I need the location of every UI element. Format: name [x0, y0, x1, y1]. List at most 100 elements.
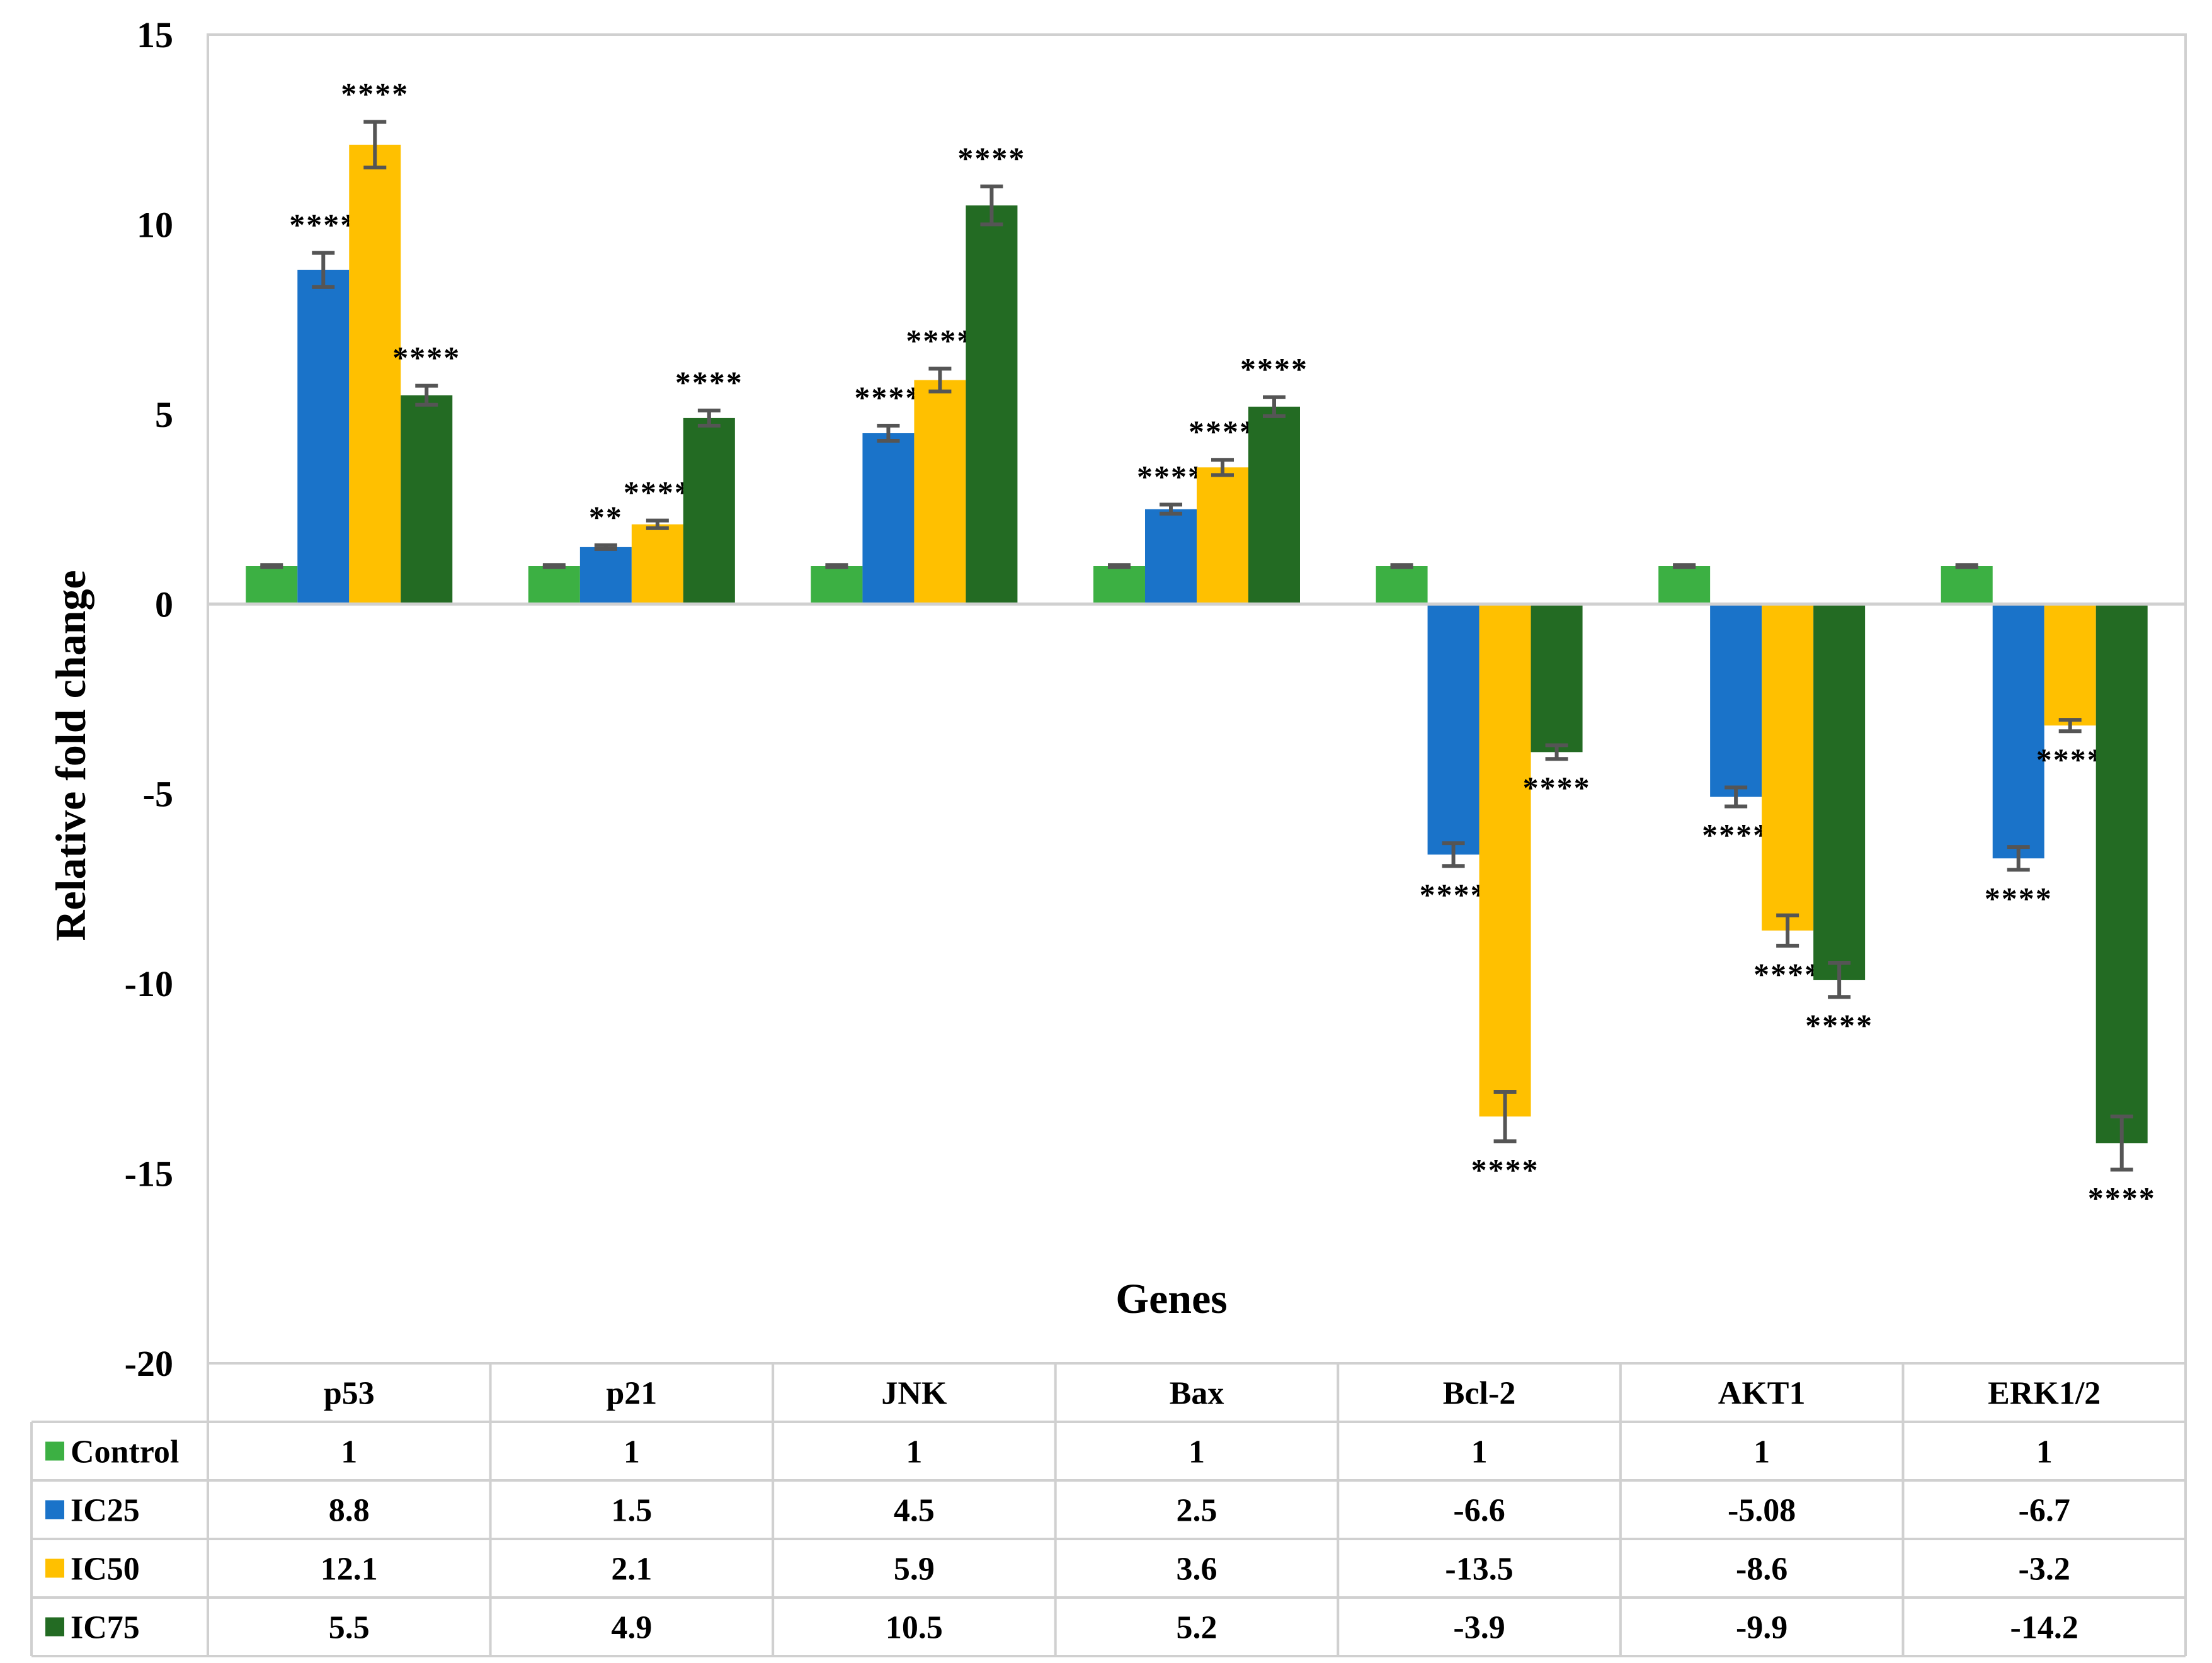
table-cell: 12.1 [321, 1552, 378, 1587]
error-bar [1725, 785, 1748, 809]
bar-ic50-p21 [631, 524, 683, 604]
significance-label: **** [392, 340, 460, 375]
significance-label: **** [957, 140, 1025, 176]
table-cell: 1 [1753, 1434, 1770, 1470]
table-cell: 5.9 [894, 1552, 935, 1587]
error-bar [646, 518, 669, 530]
error-bar [697, 408, 721, 428]
bar-ic25-bax [1145, 509, 1197, 604]
error-bar [2110, 1115, 2133, 1172]
y-tick-label: -5 [143, 774, 173, 815]
error-bar [1108, 563, 1131, 569]
bar-ic75-p21 [683, 417, 735, 604]
y-tick-label: -20 [125, 1343, 173, 1384]
legend-swatch [45, 1441, 64, 1461]
bar-control-erk12 [1941, 566, 1993, 604]
table-cell: -5.08 [1728, 1493, 1796, 1529]
significance-label: **** [1985, 880, 2053, 916]
legend-label: IC75 [71, 1610, 140, 1646]
significance-label: **** [906, 323, 974, 358]
error-bar [1545, 743, 1568, 761]
bar-ic75-akt1 [1813, 604, 1866, 980]
table-cell: 3.6 [1177, 1552, 1217, 1587]
bar-ic25-akt1 [1710, 604, 1762, 797]
table-cell: 8.8 [329, 1493, 370, 1529]
data-table: p53 p21 JNK Bax Bcl-2 AKT1 ERK1/2 Control 1 1 1 1 1 1… [30, 1362, 2187, 1657]
y-tick-label: 0 [155, 584, 173, 625]
significance-label: **** [1189, 414, 1257, 449]
table-cell: 1 [2036, 1434, 2053, 1470]
bar-ic75-p53 [401, 395, 453, 604]
bar-ic75-erk12 [2095, 604, 2148, 1144]
significance-label: **** [289, 207, 357, 242]
bar-ic25-bcl2 [1427, 604, 1479, 855]
y-tick-label: -15 [125, 1154, 173, 1195]
error-bar [1211, 458, 1234, 477]
bar-control-jnk [811, 566, 863, 604]
bar-ic75-bax [1248, 406, 1300, 604]
bar-ic50-jnk [914, 380, 966, 604]
legend-label: Control [71, 1434, 179, 1470]
table-cell: -6.7 [2019, 1493, 2070, 1529]
bars-layer: ********************** ******************… [246, 76, 2155, 1216]
bar-ic25-jnk [862, 433, 915, 604]
error-bar [542, 563, 566, 569]
significance-label: ** [589, 499, 623, 535]
legend-swatch [45, 1500, 64, 1519]
table-cell: 1.5 [611, 1493, 652, 1529]
error-bar [1955, 563, 1978, 569]
table-cell: -3.9 [1453, 1610, 1505, 1646]
y-axis-ticks: 15 10 5 0 -5 -10 -15 -20 [125, 14, 173, 1384]
bar-ic50-akt1 [1762, 604, 1814, 931]
y-axis-title: Relative fold change [47, 570, 94, 941]
error-bar [1442, 841, 1465, 868]
table-cell: -13.5 [1445, 1552, 1513, 1587]
significance-label: **** [2036, 742, 2104, 777]
error-bar [2007, 845, 2030, 872]
error-bar [1673, 563, 1696, 569]
table-cell: -6.6 [1453, 1493, 1505, 1529]
significance-label: **** [341, 76, 409, 111]
legend-swatch [45, 1558, 64, 1578]
bar-ic25-p53 [297, 270, 350, 604]
table-cell: 1 [1471, 1434, 1488, 1470]
table-cell: -8.6 [1736, 1552, 1787, 1587]
error-bar [312, 251, 335, 289]
error-bar [1160, 502, 1182, 516]
table-cell: 4.9 [611, 1610, 652, 1646]
significance-label: **** [854, 380, 922, 415]
significance-label: **** [1702, 817, 1770, 853]
significance-label: **** [1805, 1007, 1873, 1043]
legend-swatch [45, 1617, 64, 1637]
table-cell: 1 [624, 1434, 640, 1470]
bar-ic50-bcl2 [1479, 604, 1531, 1117]
bar-ic75-bcl2 [1531, 604, 1583, 752]
table-cell: -3.2 [2019, 1552, 2070, 1587]
bar-control-p21 [528, 566, 580, 604]
table-cell: 1 [341, 1434, 357, 1470]
bar-control-akt1 [1658, 566, 1711, 604]
error-bar [825, 563, 848, 569]
category-label: JNK [881, 1376, 947, 1412]
category-label: Bcl-2 [1443, 1376, 1516, 1412]
error-bar [415, 383, 438, 407]
significance-label: **** [1523, 769, 1591, 805]
category-label: p21 [606, 1376, 657, 1412]
error-bar [1390, 563, 1413, 569]
bar-ic50-p53 [349, 144, 401, 604]
error-bar [2058, 718, 2082, 734]
x-axis-title: Genes [1115, 1274, 1228, 1322]
legend-label: IC50 [71, 1552, 140, 1587]
table-cell: -9.9 [1736, 1610, 1787, 1646]
significance-label: **** [624, 475, 692, 510]
error-bar [1776, 913, 1799, 948]
significance-label: **** [1420, 877, 1488, 912]
error-bar [928, 366, 952, 394]
table-cell: 4.5 [894, 1493, 935, 1529]
error-bar [594, 543, 617, 551]
y-tick-label: 15 [137, 14, 173, 55]
table-cell: -14.2 [2010, 1610, 2078, 1646]
error-bar [877, 423, 900, 443]
y-tick-label: 5 [155, 394, 173, 435]
bar-ic75-jnk [966, 205, 1018, 604]
